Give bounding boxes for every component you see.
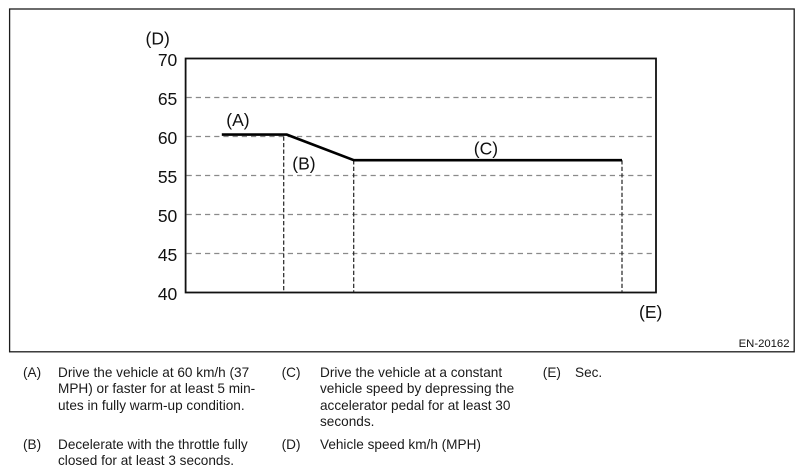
svg-text:45: 45 (158, 245, 177, 265)
svg-text:(B): (B) (292, 154, 315, 174)
svg-text:40: 40 (158, 284, 178, 304)
svg-text:(C): (C) (474, 139, 498, 159)
svg-text:55: 55 (158, 167, 177, 187)
svg-text:(E): (E) (639, 302, 662, 322)
svg-text:60: 60 (158, 128, 178, 148)
svg-text:EN-20162: EN-20162 (739, 338, 790, 350)
svg-text:65: 65 (158, 89, 177, 109)
svg-text:(D): (D) (146, 29, 170, 49)
svg-text:50: 50 (158, 206, 178, 226)
svg-text:(A): (A) (226, 110, 249, 130)
svg-text:70: 70 (158, 50, 178, 70)
